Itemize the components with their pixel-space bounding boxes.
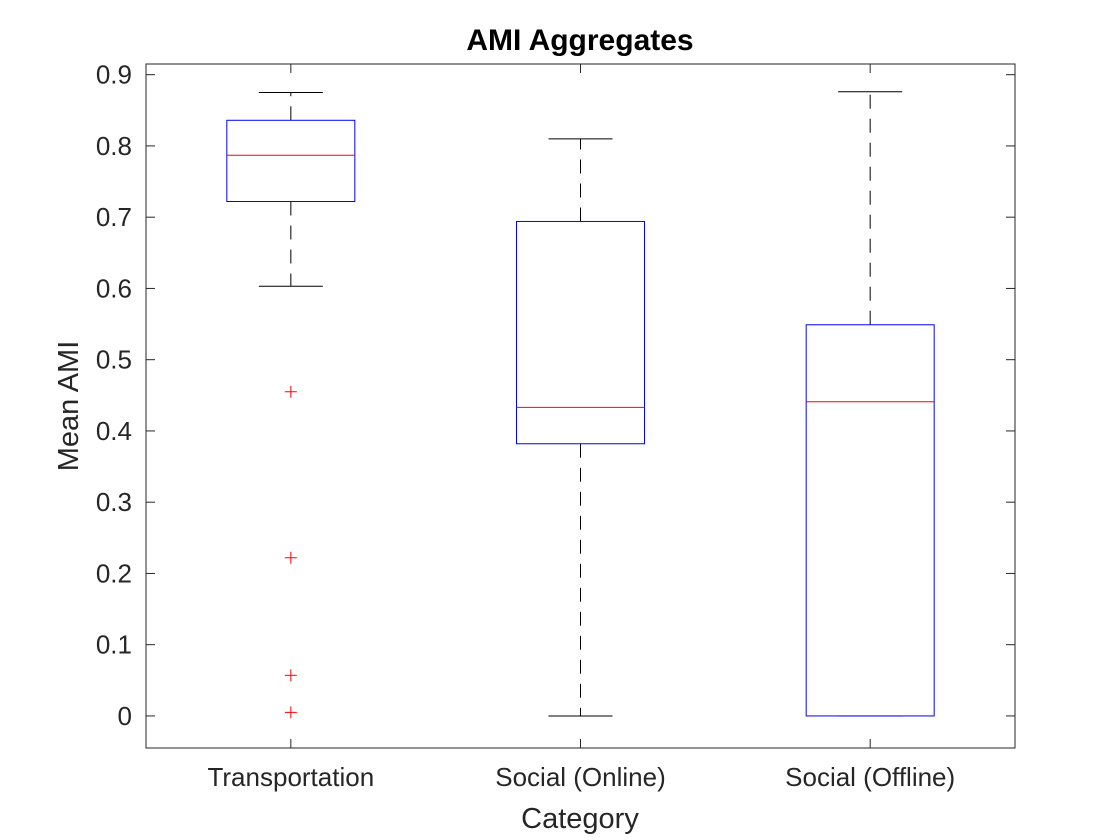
y-tick-label: 0.8 bbox=[96, 131, 132, 161]
box bbox=[516, 220, 645, 445]
box-group bbox=[516, 138, 645, 717]
outlier-point bbox=[284, 669, 297, 682]
x-axis-label: Category bbox=[521, 803, 639, 835]
box-group bbox=[805, 91, 935, 717]
box bbox=[805, 324, 935, 717]
y-axis-label: Mean AMI bbox=[53, 341, 85, 472]
y-tick-label: 0.5 bbox=[96, 345, 132, 375]
outlier-point bbox=[284, 385, 297, 398]
y-tick-label: 0.9 bbox=[96, 60, 132, 90]
box-group bbox=[226, 92, 356, 719]
x-tick-label: Transportation bbox=[207, 762, 374, 792]
y-tick-label: 0.7 bbox=[96, 202, 132, 232]
x-axis: Transportation Social (Online) Social (Off… bbox=[207, 64, 955, 792]
x-tick-label: Social (Offline) bbox=[785, 762, 955, 792]
y-tick-label: 0.2 bbox=[96, 558, 132, 588]
outlier-point bbox=[284, 551, 297, 564]
outlier-point bbox=[284, 706, 297, 719]
y-tick-label: 0 bbox=[118, 701, 132, 731]
x-tick-label: Social (Online) bbox=[495, 762, 666, 792]
y-tick-label: 0.6 bbox=[96, 273, 132, 303]
chart-title: AMI Aggregates bbox=[466, 24, 693, 57]
y-axis: 0 0.1 0.2 0.3 0.4 0.5 0.6 0.7 0.8 0.9 bbox=[96, 60, 1015, 731]
boxes bbox=[226, 91, 935, 719]
y-tick-label: 0.1 bbox=[96, 630, 132, 660]
y-tick-label: 0.4 bbox=[96, 416, 132, 446]
box bbox=[226, 119, 356, 203]
y-tick-label: 0.3 bbox=[96, 487, 132, 517]
